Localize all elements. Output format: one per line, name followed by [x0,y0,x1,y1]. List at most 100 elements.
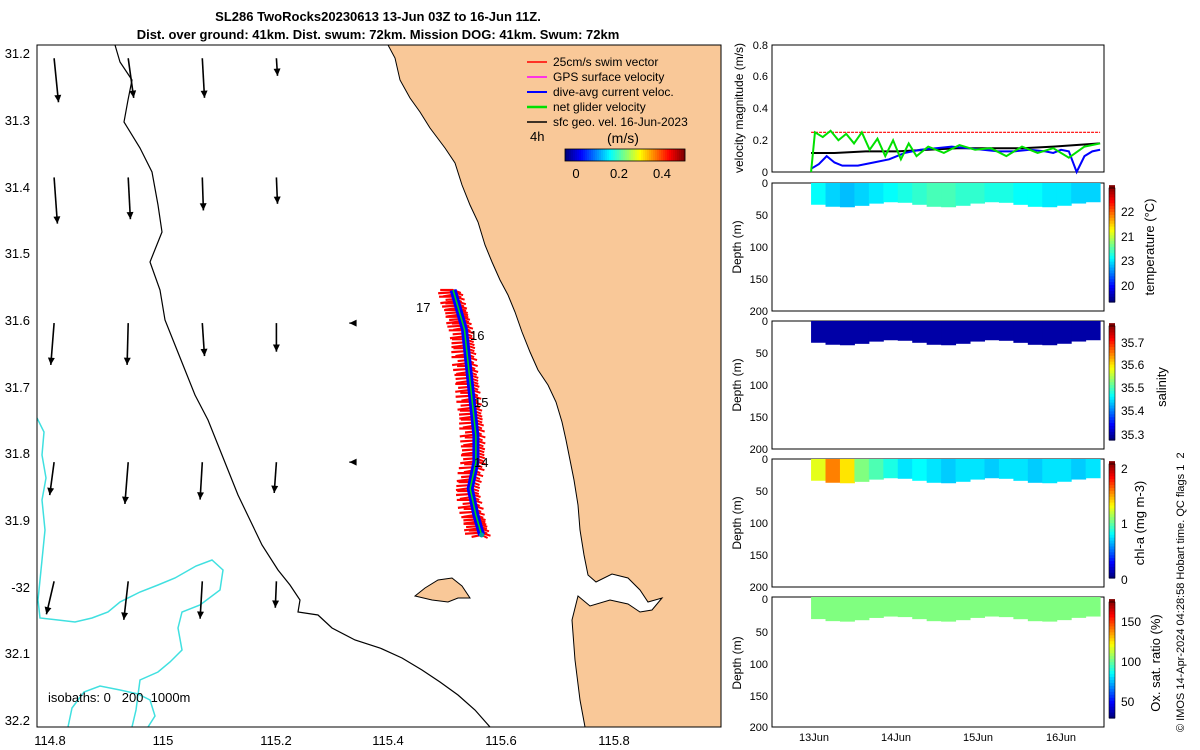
geo-vector-head [273,196,281,204]
colorbar-segment [569,149,572,161]
colorbar-segment [639,149,642,161]
section-colorbar-segment [1109,540,1115,544]
section-colorbar-segment [1109,246,1115,250]
section-column [854,321,870,344]
section-colorbar-segment [1109,369,1115,374]
section-colorbar-segment [1109,534,1115,538]
section-colorbar-segment [1109,634,1115,639]
section-column [1056,183,1072,206]
salinity-panel: 0 50 100 150 200 Depth (m) 35.3 35.4 35.… [730,316,1169,456]
section-column [955,183,971,206]
section-column [839,597,855,622]
colorbar-segment [627,149,630,161]
section-colorbar-segment [1109,466,1115,471]
depth-tick-label: 0 [762,594,768,606]
sal-cbar-tick: 35.3 [1121,428,1145,442]
section-column [1013,183,1029,205]
section-column [1027,321,1043,345]
colorbar-segment [679,149,682,161]
section-column [883,597,899,617]
section-colorbar-segment [1109,231,1115,236]
depth-tick-label: 200 [750,444,768,456]
section-colorbar-segment [1109,697,1115,701]
section-colorbar-segment [1109,566,1115,570]
section-colorbar-segment [1109,649,1115,654]
geo-vector-head [47,357,55,365]
depth-tick-label: 0 [762,454,768,466]
section-colorbar-segment [1109,655,1115,660]
section-column [941,459,957,484]
section-column [1085,183,1101,203]
section-colorbar-segment [1109,237,1115,242]
section-panels: 0 50 100 150 200 Depth (m) 20 21 22 23 t… [730,178,1169,744]
section-colorbar-segment [1109,261,1115,265]
salinity-colorbar [1108,323,1116,441]
map-ytick-label: 31.7 [5,380,30,395]
section-colorbar-segment [1109,522,1115,526]
section-column [926,321,942,345]
section-colorbar-segment [1109,661,1115,666]
colorbar-segment [591,149,594,161]
colorbar-segment [663,149,666,161]
section-colorbar-segment [1109,602,1115,606]
section-colorbar-segment [1109,499,1115,503]
day-label-14: 14 [474,455,488,470]
section-column [1056,459,1072,482]
section-column [1042,321,1058,346]
section-colorbar-segment [1109,361,1115,365]
depth-tick-label: 0 [762,316,768,328]
colorbar-segment [661,149,664,161]
salinity-section [811,321,1101,346]
colorbar-segment [637,149,640,161]
section-colorbar-segment [1109,572,1115,576]
geo-vector-head [123,357,131,365]
map-ytick-label: 31.8 [5,446,30,461]
section-column [1027,597,1043,622]
colorbar-segment [609,149,612,161]
section-colorbar-segment [1109,234,1115,239]
geo-vector-head [200,90,208,98]
section-column [883,321,899,341]
section-colorbar-segment [1109,252,1115,256]
colorbar-segment [581,149,584,161]
depth-tick-label: 100 [750,380,768,392]
geo-vector-head [47,487,55,496]
geo-vector-head [200,348,208,357]
time-tick-label: 14Jun [881,732,911,744]
section-colorbar-segment [1109,670,1115,674]
section-colorbar-segment [1109,404,1115,409]
day-label-16: 16 [470,328,484,343]
colorbar-segment [575,149,578,161]
temperature-colorbar [1108,185,1116,303]
section-colorbar-segment [1109,513,1115,518]
section-column [825,183,841,207]
section-column [941,183,957,208]
section-column [970,597,985,618]
geo-vector-head [272,344,280,352]
depth-tick-label: 150 [750,691,768,703]
section-column [941,321,957,346]
section-colorbar-segment [1109,461,1115,465]
depth-tick-label: 100 [750,518,768,530]
section-colorbar-segment [1109,281,1115,286]
depth-tick-label: 100 [750,659,768,671]
section-column [868,321,884,342]
depth-tick-label: 150 [750,550,768,562]
depth-tick-label: 150 [750,274,768,286]
section-colorbar-segment [1109,299,1115,303]
colorbar-segment [649,149,652,161]
section-colorbar-segment [1109,643,1115,648]
section-colorbar-segment [1109,664,1115,669]
colorbar-segment [593,149,596,161]
section-colorbar-segment [1109,658,1115,663]
section-colorbar-segment [1109,410,1115,415]
sal-cbar-tick: 35.7 [1121,336,1145,350]
map-frame [36,44,722,728]
chla-cbar-tick: 0 [1121,573,1128,587]
colorbar-segment [659,149,662,161]
colorbar-segment [667,149,670,161]
section-colorbar-segment [1109,249,1115,253]
section-colorbar-segment [1109,631,1115,636]
isobaths-label: isobaths: 0 200 1000m [48,690,190,705]
colorbar-segment [585,149,588,161]
